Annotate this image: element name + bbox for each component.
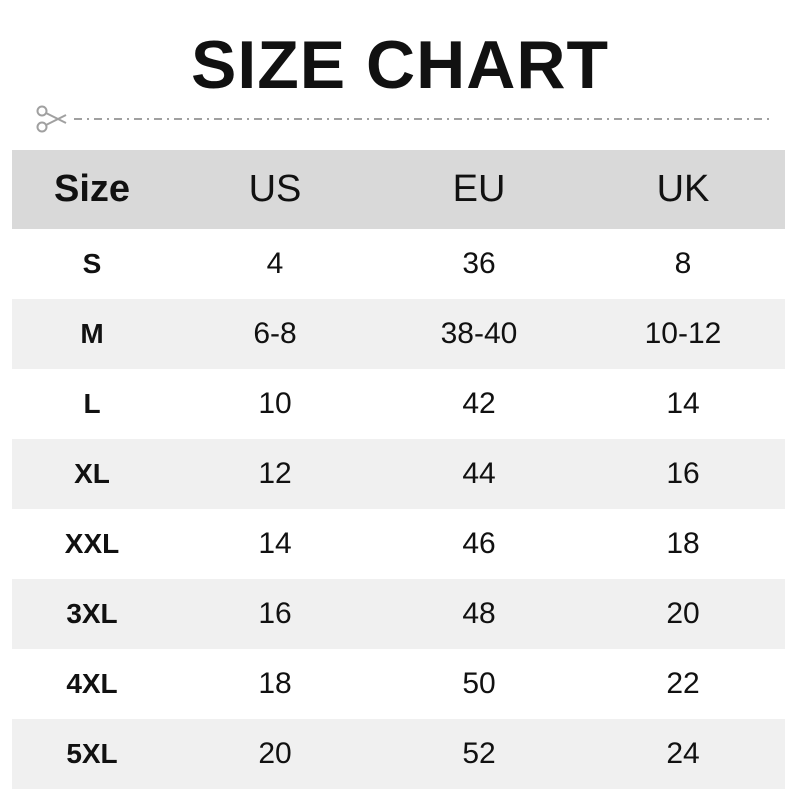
size-table: Size US EU UK S 4 36 8 M 6-8 38-40 10-12 L 10 42 14… (12, 150, 785, 789)
cell-us: 12 (258, 457, 292, 490)
cell-eu: 52 (462, 737, 496, 770)
cell-us: 20 (258, 737, 292, 770)
cell-uk: 16 (666, 457, 700, 490)
cell-eu: 44 (462, 457, 496, 490)
cell-size: S (82, 248, 102, 279)
table-row: M 6-8 38-40 10-12 (12, 299, 785, 369)
table-row: 5XL 20 52 24 (12, 719, 785, 789)
header-us: US (248, 168, 302, 210)
cell-us: 14 (258, 527, 292, 560)
cell-uk: 22 (666, 667, 700, 700)
cell-size: XL (74, 458, 110, 489)
cell-us: 18 (258, 667, 292, 700)
cell-size: L (83, 388, 101, 419)
cell-size: M (80, 318, 104, 349)
page-title: SIZE CHART (191, 27, 609, 103)
cell-us: 6-8 (253, 317, 297, 350)
cell-eu: 38-40 (440, 317, 518, 350)
header-size: Size (53, 168, 131, 210)
table-row: L 10 42 14 (12, 369, 785, 439)
cell-eu: 36 (462, 247, 496, 280)
cell-size: 4XL (66, 668, 118, 699)
table-header-row: Size US EU UK (12, 150, 785, 229)
header-eu: EU (452, 168, 506, 210)
cut-line (36, 105, 769, 133)
cell-eu: 48 (462, 597, 496, 630)
cell-uk: 24 (666, 737, 700, 770)
cell-uk: 10-12 (644, 317, 722, 350)
cell-us: 4 (266, 247, 284, 280)
cell-uk: 20 (666, 597, 700, 630)
cell-size: XXL (64, 528, 120, 559)
table-row: XXL 14 46 18 (12, 509, 785, 579)
table-row: XL 12 44 16 (12, 439, 785, 509)
table-row: S 4 36 8 (12, 229, 785, 299)
table-row: 3XL 16 48 20 (12, 579, 785, 649)
cell-uk: 18 (666, 527, 700, 560)
cell-eu: 50 (462, 667, 496, 700)
scissors-icon (36, 105, 67, 133)
cell-size: 5XL (66, 738, 118, 769)
cell-us: 10 (258, 387, 292, 420)
cell-uk: 8 (674, 247, 692, 280)
cell-uk: 14 (666, 387, 700, 420)
header-uk: UK (656, 168, 710, 210)
cell-eu: 46 (462, 527, 496, 560)
cell-us: 16 (258, 597, 292, 630)
cell-size: 3XL (66, 598, 118, 629)
table-row: 4XL 18 50 22 (12, 649, 785, 719)
cell-eu: 42 (462, 387, 496, 420)
